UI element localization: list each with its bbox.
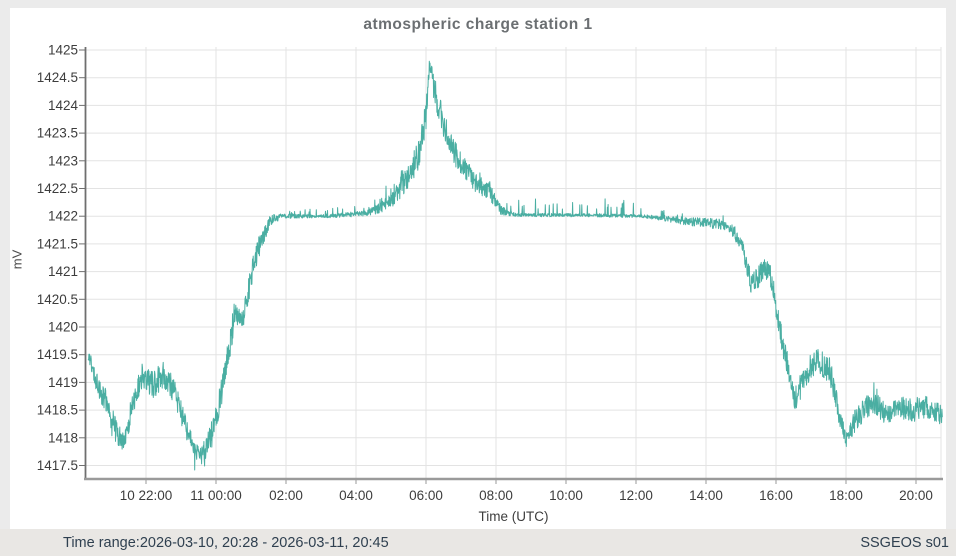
y-tick-label: 1425: [48, 43, 78, 58]
x-tick-label: 20:00: [899, 488, 933, 503]
x-axis-title: Time (UTC): [478, 509, 549, 524]
x-tick-label: 02:00: [269, 488, 303, 503]
y-tick-label: 1424.5: [37, 70, 78, 85]
x-tick-label: 18:00: [829, 488, 863, 503]
y-tick-label: 1421.5: [37, 236, 78, 251]
y-tick-label: 1423.5: [37, 126, 78, 141]
y-axis-title: mV: [9, 249, 25, 270]
y-tick-label: 1419: [48, 375, 78, 390]
y-tick-label: 1421: [48, 264, 78, 279]
x-tick-label: 04:00: [339, 488, 373, 503]
y-tick-label: 1424: [48, 98, 79, 113]
x-tick-label: 10:00: [549, 488, 583, 503]
y-tick-label: 1419.5: [37, 347, 78, 362]
y-tick-label: 1417.5: [37, 458, 78, 473]
y-tick-label: 1420.5: [37, 292, 78, 307]
x-tick-label: 14:00: [689, 488, 723, 503]
x-tick-label: 10 22:00: [120, 488, 173, 503]
y-tick-label: 1418: [48, 430, 78, 445]
chart-panel: [10, 8, 946, 529]
y-tick-label: 1418.5: [37, 403, 78, 418]
time-range-label: Time range:2026-03-10, 20:28 - 2026-03-1…: [63, 534, 389, 551]
chart-title: atmospheric charge station 1: [363, 16, 593, 33]
y-tick-label: 1422: [48, 209, 78, 224]
line-chart: 1425 1424.5 1424 1423.5 1423 1422.5 1422 1421.5…: [37, 43, 943, 503]
x-tick-label: 11 00:00: [190, 488, 242, 503]
y-tick-label: 1422.5: [37, 181, 78, 196]
y-tick-label: 1423: [48, 153, 78, 168]
status-bar: Time range:2026-03-10, 20:28 - 2026-03-1…: [0, 529, 956, 556]
x-tick-label: 12:00: [619, 488, 653, 503]
x-tick-label: 06:00: [409, 488, 443, 503]
data-series-line: [87, 60, 943, 471]
station-label: SSGEOS s01: [860, 534, 949, 551]
x-tick-label: 08:00: [479, 488, 513, 503]
x-tick-label: 16:00: [759, 488, 793, 503]
y-tick-label: 1420: [48, 320, 78, 335]
